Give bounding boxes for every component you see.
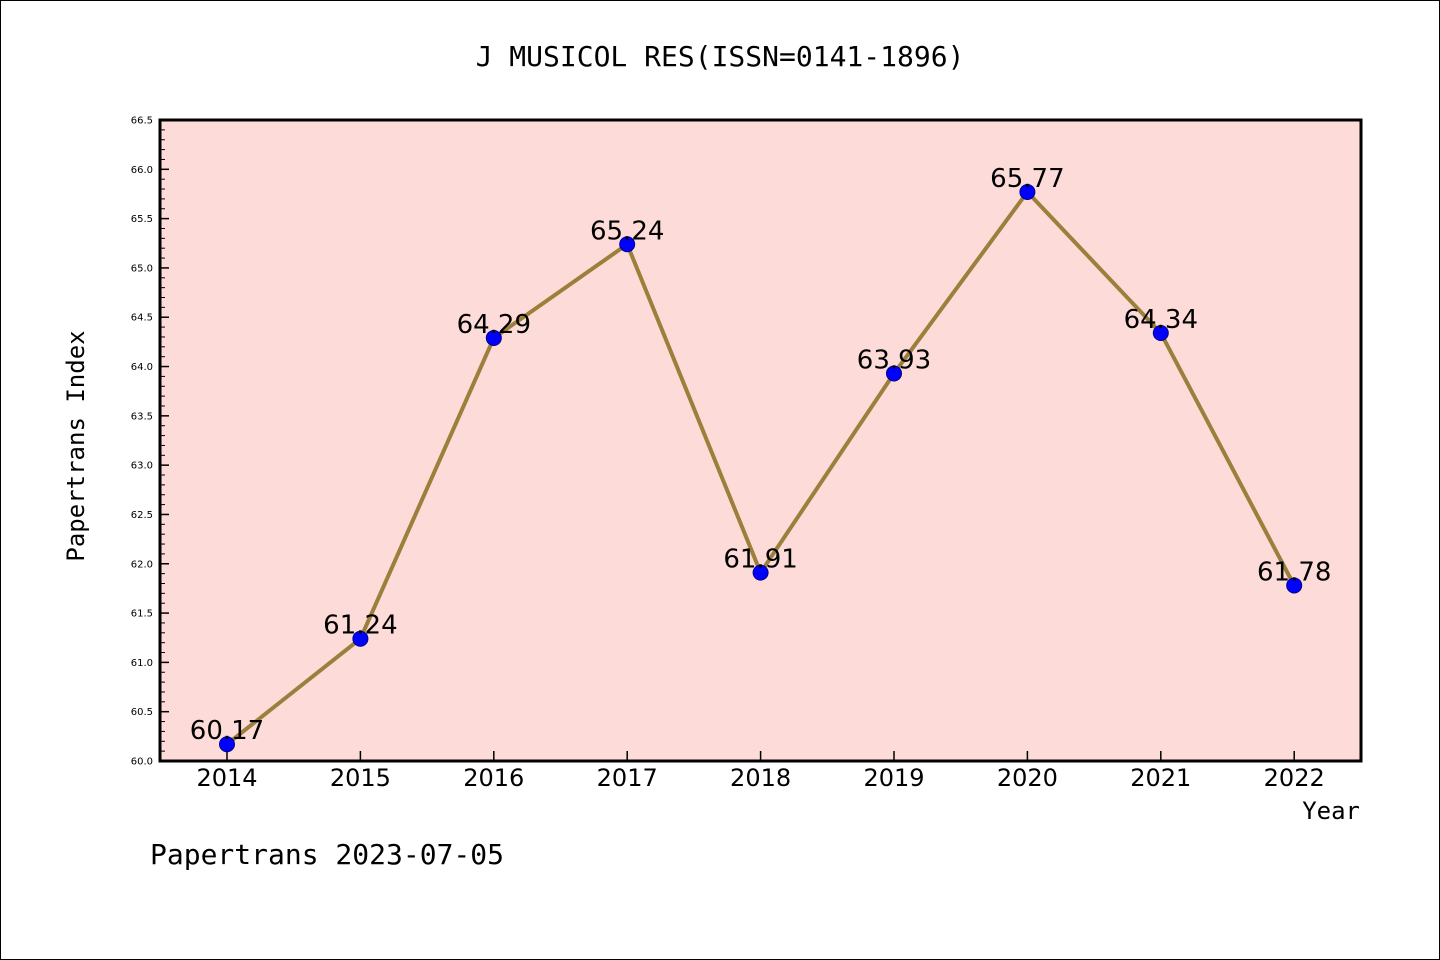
data-label: 63.93 — [857, 345, 931, 375]
data-point — [886, 365, 902, 382]
y-tick-label: 62.0 — [131, 559, 153, 570]
data-label: 64.29 — [457, 310, 531, 340]
data-label: 60.17 — [190, 716, 264, 746]
y-tick-label: 61.0 — [131, 658, 153, 669]
data-label: 64.34 — [1124, 305, 1198, 335]
x-tick-label: 2019 — [863, 764, 924, 792]
y-axis-ticks: 60.0 60.5 61.0 61.5 62.0 62.5 63.0 63.5 64.0 64.5… — [131, 116, 169, 768]
plot-area — [158, 118, 1363, 763]
x-tick-label: 2015 — [330, 764, 391, 792]
data-label: 61.78 — [1257, 557, 1331, 587]
data-label: 61.24 — [323, 611, 397, 641]
data-point — [1152, 325, 1169, 342]
x-tick-label: 2018 — [730, 764, 791, 792]
footer-credit: Papertrans 2023-07-05 — [150, 838, 504, 871]
y-tick-label: 63.5 — [131, 411, 153, 422]
data-point — [485, 329, 502, 346]
data-point — [619, 236, 636, 253]
data-point — [1286, 577, 1303, 594]
data-label: 65.77 — [990, 164, 1064, 194]
data-point — [752, 564, 769, 581]
data-point — [219, 736, 235, 753]
data-labels: 60.17 61.24 64.29 65.24 61.91 63.93 65.77 64.34… — [190, 164, 1332, 746]
x-tick-label: 2020 — [997, 764, 1058, 792]
y-tick-label: 64.0 — [131, 362, 153, 373]
x-tick-label: 2022 — [1264, 764, 1325, 792]
data-label: 61.91 — [723, 545, 797, 575]
data-point — [352, 630, 369, 647]
x-tick-label: 2017 — [597, 764, 658, 792]
y-tick-label: 66.0 — [131, 165, 153, 176]
x-axis-ticks: 2014 2015 2016 2017 2018 2019 2020 2021 2022 — [196, 751, 1325, 792]
x-tick-label: 2021 — [1130, 764, 1191, 792]
y-tick-label: 65.0 — [131, 263, 153, 274]
x-axis-title: Year — [1302, 797, 1360, 825]
y-tick-label: 60.0 — [131, 757, 153, 768]
y-tick-label: 62.5 — [131, 510, 153, 521]
data-point — [1019, 183, 1036, 200]
y-tick-label: 64.5 — [131, 313, 153, 324]
y-tick-label: 65.5 — [131, 214, 153, 225]
y-tick-label: 61.5 — [131, 609, 153, 620]
x-tick-label: 2016 — [463, 764, 524, 792]
x-tick-label: 2014 — [196, 764, 257, 792]
y-tick-label: 60.5 — [131, 707, 153, 718]
y-tick-label: 66.5 — [131, 116, 153, 127]
chart-title: J MUSICOL RES(ISSN=0141-1896) — [476, 40, 965, 73]
data-label: 65.24 — [590, 216, 664, 246]
y-axis-title: Papertrans Index — [62, 330, 90, 561]
y-tick-label: 63.0 — [131, 461, 153, 472]
series-markers — [219, 183, 1303, 753]
